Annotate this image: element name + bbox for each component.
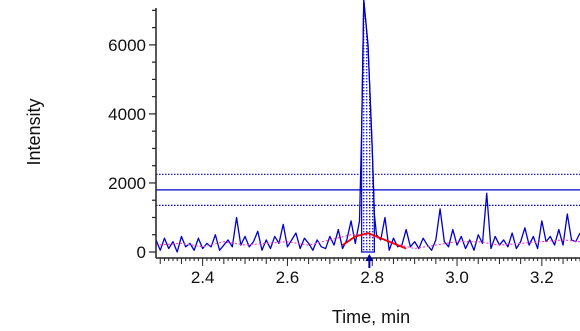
- series-group: [156, 0, 580, 253]
- y-axis-ticks: 0 2000 4000 6000: [108, 9, 156, 262]
- y-tick-label: 6000: [108, 36, 146, 55]
- y-tick-label: 4000: [108, 105, 146, 124]
- x-axis-ticks: 2.4 2.6 2.8 3.0 3.2: [159, 258, 580, 287]
- x-tick-label: 3.0: [445, 268, 469, 287]
- peak-marker-group: [365, 254, 374, 268]
- integration-baseline-line: [342, 232, 407, 250]
- reference-trace-line: [156, 234, 580, 250]
- x-tick-label: 3.2: [530, 268, 554, 287]
- x-axis-title: Time, min: [332, 307, 410, 327]
- peak-marker-icon: [365, 254, 374, 261]
- threshold-lines: [156, 173, 580, 206]
- intensity-trace-line: [156, 0, 580, 253]
- baseline-group: [342, 232, 407, 250]
- y-axis-title: Intensity: [24, 98, 44, 165]
- y-tick-label: 2000: [108, 174, 146, 193]
- y-tick-label: 0: [137, 243, 146, 262]
- x-tick-label: 2.4: [191, 268, 215, 287]
- x-tick-label: 2.8: [360, 268, 384, 287]
- x-tick-label: 2.6: [276, 268, 300, 287]
